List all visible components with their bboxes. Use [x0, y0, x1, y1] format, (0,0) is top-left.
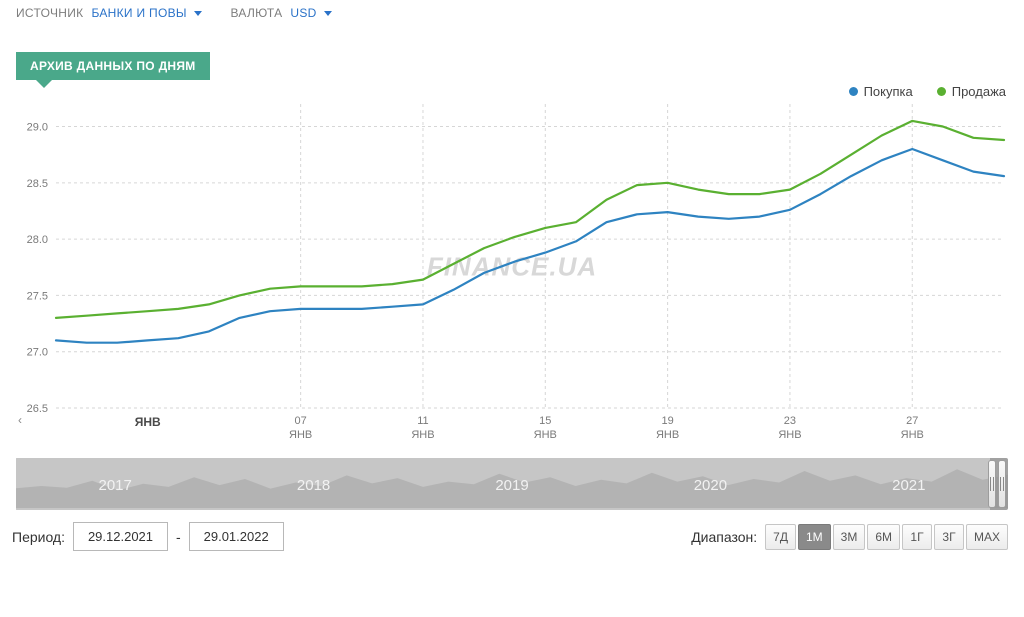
chevron-down-icon [324, 11, 332, 16]
svg-text:ЯНВ: ЯНВ [901, 429, 924, 441]
svg-text:27.0: 27.0 [27, 347, 48, 359]
tab-archive-daily[interactable]: АРХИВ ДАННЫХ ПО ДНЯМ [16, 52, 210, 80]
svg-text:15: 15 [539, 415, 551, 427]
svg-text:29.0: 29.0 [27, 122, 48, 134]
range-button-1Г[interactable]: 1Г [902, 524, 932, 550]
svg-text:27.5: 27.5 [27, 290, 48, 302]
date-to-input[interactable]: 29.01.2022 [189, 522, 284, 551]
range-buttons: 7Д1М3М6М1Г3ГMAX [765, 524, 1008, 550]
tab-label: АРХИВ ДАННЫХ ПО ДНЯМ [30, 59, 196, 73]
source-label: ИСТОЧНИК [16, 6, 83, 20]
range-picker: Диапазон: 7Д1М3М6М1Г3ГMAX [691, 524, 1008, 550]
range-button-1М[interactable]: 1М [798, 524, 831, 550]
period-picker: Период: 29.12.2021 - 29.01.2022 [12, 522, 284, 551]
svg-text:2021: 2021 [892, 477, 925, 494]
period-label: Период: [12, 529, 65, 545]
range-button-3М[interactable]: 3М [833, 524, 866, 550]
svg-text:2020: 2020 [694, 477, 727, 494]
svg-text:28.5: 28.5 [27, 178, 48, 190]
chart-navigator[interactable]: 2017 2018 2019 2020 2021 [10, 456, 1014, 512]
filter-bar: ИСТОЧНИК БАНКИ И ПОВЫ ВАЛЮТА USD [16, 6, 1014, 20]
range-button-3Г[interactable]: 3Г [934, 524, 964, 550]
svg-text:ЯНВ: ЯНВ [656, 429, 679, 441]
currency-dropdown[interactable]: USD [290, 6, 332, 20]
svg-text:28.0: 28.0 [27, 234, 48, 246]
date-from-input[interactable]: 29.12.2021 [73, 522, 168, 551]
svg-text:19: 19 [661, 415, 673, 427]
svg-text:07: 07 [295, 415, 307, 427]
tab-bar: АРХИВ ДАННЫХ ПО ДНЯМ [16, 52, 1014, 80]
bottom-controls: Период: 29.12.2021 - 29.01.2022 Диапазон… [12, 522, 1008, 551]
navigator-handles[interactable] [988, 460, 1006, 508]
navigator-handle-right[interactable] [998, 460, 1006, 508]
navigator-canvas: 2017 2018 2019 2020 2021 [10, 456, 1014, 512]
range-button-6М[interactable]: 6М [867, 524, 900, 550]
svg-text:ЯНВ: ЯНВ [411, 429, 434, 441]
svg-text:26.5: 26.5 [27, 403, 48, 415]
svg-text:‹: ‹ [18, 413, 22, 427]
svg-text:ЯНВ: ЯНВ [289, 429, 312, 441]
range-button-MAX[interactable]: MAX [966, 524, 1008, 550]
range-button-7Д[interactable]: 7Д [765, 524, 796, 550]
period-separator: - [176, 529, 181, 545]
chevron-down-icon [194, 11, 202, 16]
svg-text:2018: 2018 [297, 477, 330, 494]
navigator-handle-left[interactable] [988, 460, 996, 508]
currency-label: ВАЛЮТА [230, 6, 282, 20]
svg-text:2017: 2017 [99, 477, 132, 494]
svg-text:ЯНВ: ЯНВ [534, 429, 557, 441]
source-dropdown[interactable]: БАНКИ И ПОВЫ [91, 6, 202, 20]
currency-value: USD [290, 6, 316, 20]
svg-text:2019: 2019 [495, 477, 528, 494]
source-value: БАНКИ И ПОВЫ [91, 6, 186, 20]
svg-text:23: 23 [784, 415, 796, 427]
range-label: Диапазон: [691, 529, 757, 545]
svg-text:27: 27 [906, 415, 918, 427]
svg-text:11: 11 [417, 415, 428, 427]
svg-text:ЯНВ: ЯНВ [135, 415, 161, 429]
chart-canvas: 26.5 27.0 27.5 28.0 28.5 29.0 07 ЯНВ 11 ЯНВ 15 ЯНВ 1… [10, 82, 1014, 452]
main-chart: ПокупкаПродажа FINANCE.UA 26.527.027.528… [10, 82, 1014, 452]
svg-text:ЯНВ: ЯНВ [778, 429, 801, 441]
